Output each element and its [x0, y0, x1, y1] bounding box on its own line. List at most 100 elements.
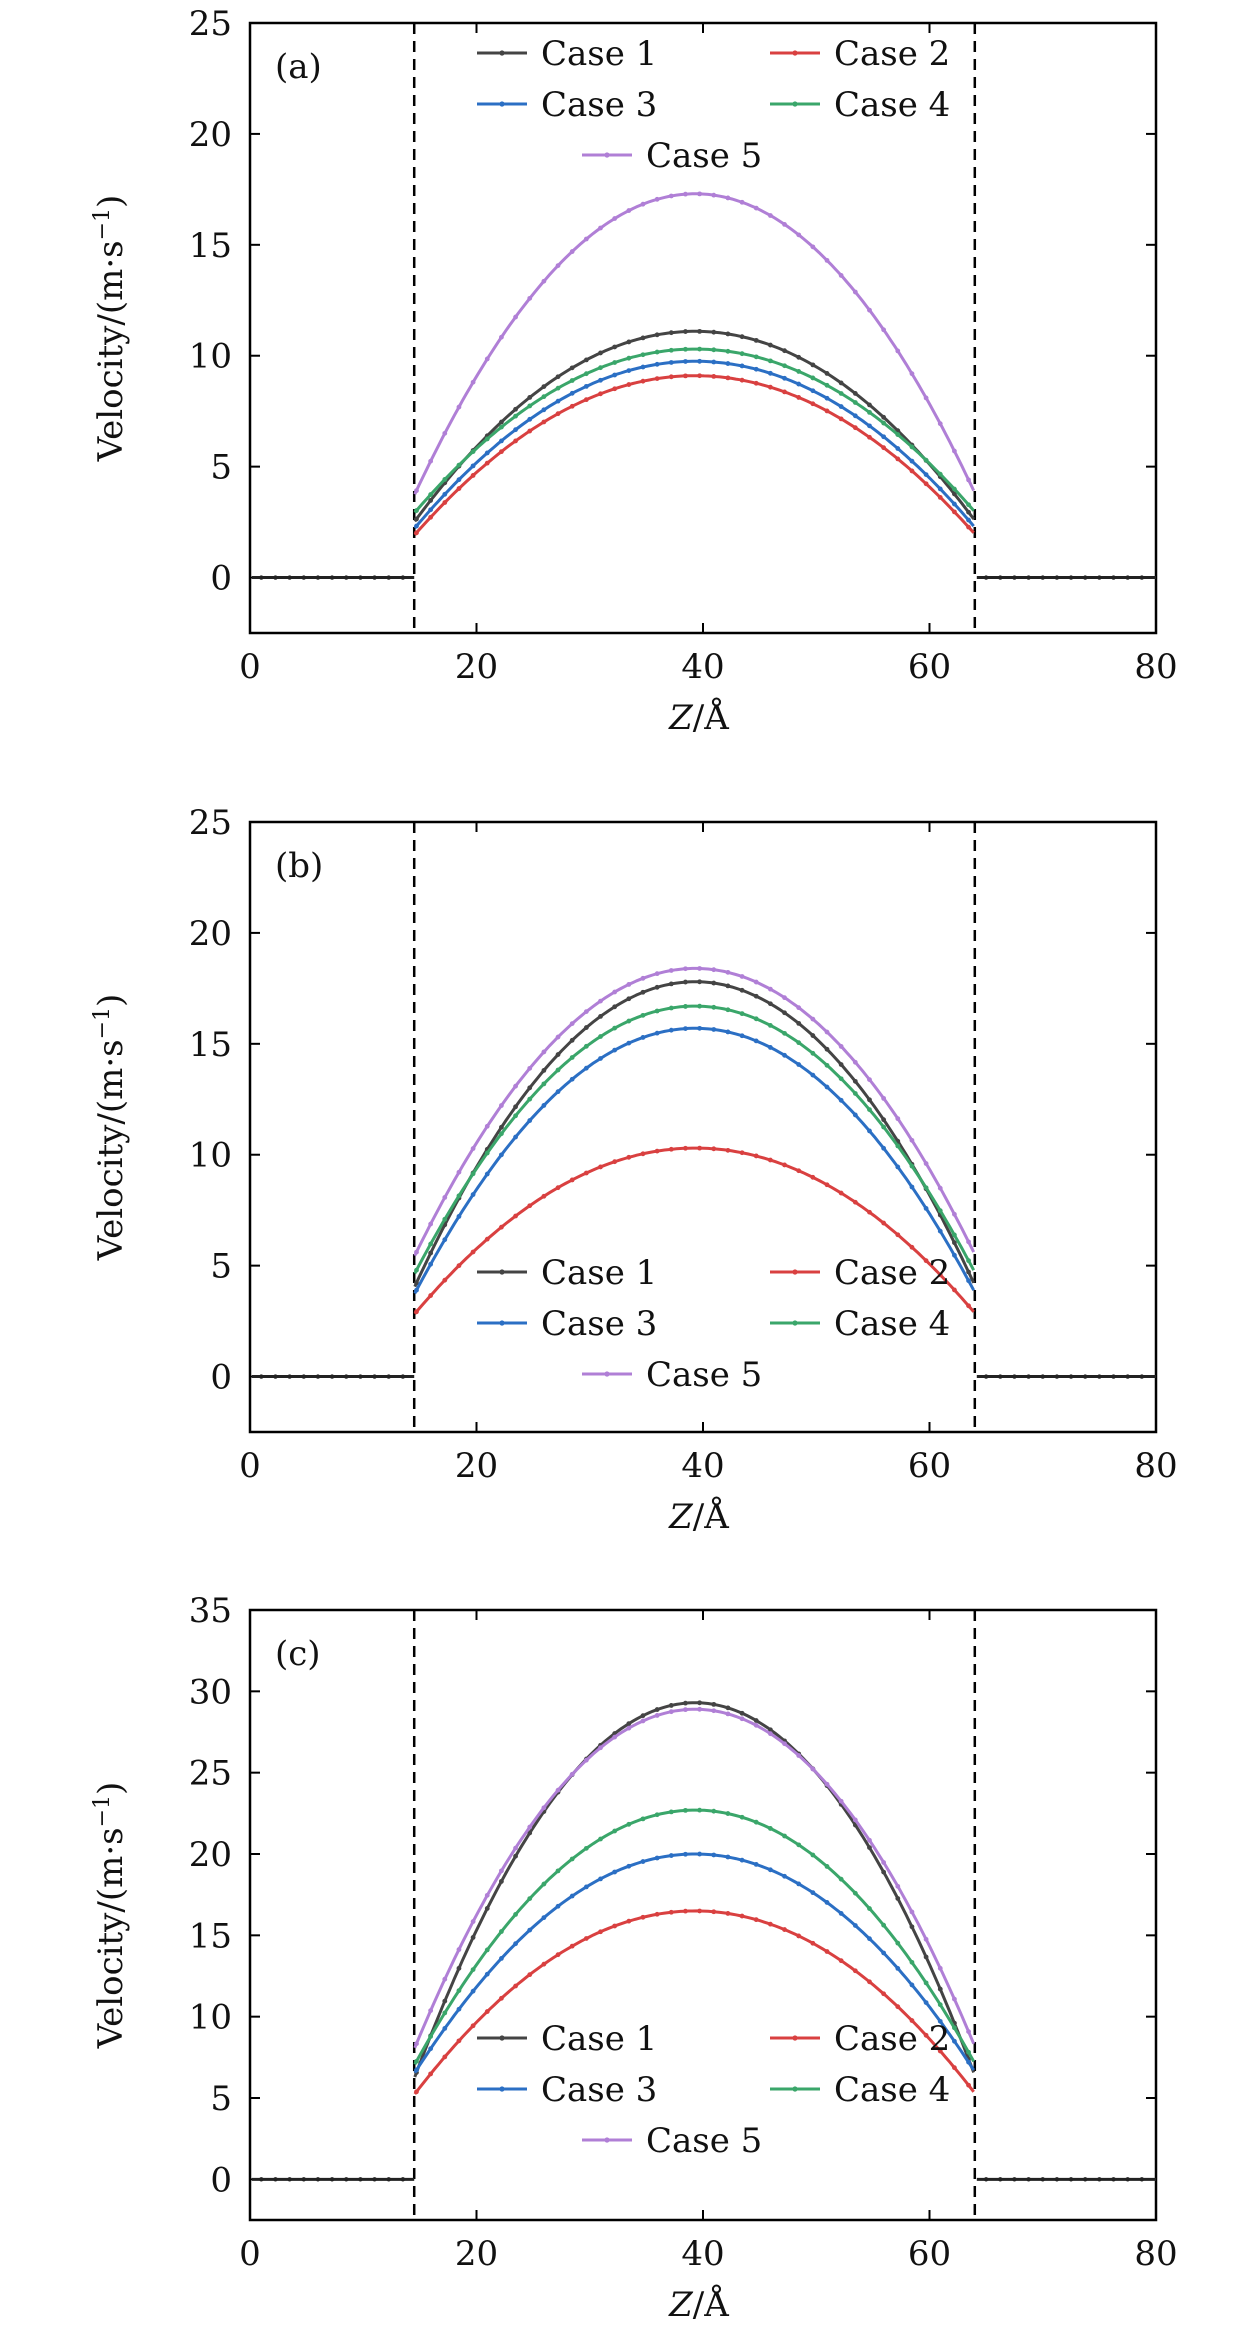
series-point-case-1	[499, 1124, 504, 1130]
zero-velocity-marker	[301, 2177, 306, 2182]
zero-velocity-marker	[1026, 2177, 1031, 2182]
series-point-case-4	[456, 1988, 462, 1993]
series-point-case-5	[428, 2008, 434, 2014]
series-point-case-4	[569, 1055, 575, 1060]
legend-marker-case-5	[604, 152, 610, 158]
x-axis-label-unit: /Å	[693, 697, 729, 738]
series-point-case-4	[414, 2058, 419, 2064]
series-point-case-3	[654, 1030, 660, 1036]
legend-marker-case-2	[792, 1269, 798, 1275]
series-point-case-2	[555, 1952, 561, 1958]
y-axis-label-text: Velocity/(m·s	[91, 1827, 131, 2049]
legend-label-case-5: Case 5	[646, 1355, 762, 1395]
series-point-case-2	[966, 2082, 971, 2088]
series-point-case-1	[654, 332, 660, 338]
series-point-case-2	[668, 1146, 674, 1152]
series-point-case-5	[640, 975, 646, 981]
series-point-case-4	[838, 1076, 844, 1082]
series-point-case-4	[895, 432, 901, 437]
series-point-case-4	[867, 1107, 872, 1113]
series-point-case-2	[711, 373, 717, 379]
series-point-case-3	[640, 364, 646, 370]
series-point-case-5	[725, 1711, 731, 1717]
series-point-case-4	[824, 382, 830, 388]
zero-velocity-marker	[386, 1374, 391, 1379]
series-point-case-5	[739, 199, 745, 205]
legend-label-case-1: Case 1	[541, 34, 657, 74]
series-point-case-4	[555, 1067, 561, 1073]
series-point-case-2	[428, 2071, 434, 2077]
series-point-case-4	[668, 1809, 674, 1815]
y-axis-label: Velocity/(m·s−1)	[90, 1782, 131, 2050]
series-point-case-5	[782, 1741, 787, 1747]
series-point-case-5	[583, 1009, 589, 1015]
series-point-case-3	[414, 1287, 419, 1293]
legend-marker-case-4	[792, 1320, 798, 1326]
series-point-case-2	[796, 395, 802, 400]
series-point-case-5	[952, 448, 957, 454]
series-point-case-3	[484, 450, 490, 456]
series-point-case-2	[923, 481, 929, 487]
zero-velocity-marker	[1111, 575, 1116, 580]
series-point-case-2	[499, 1995, 504, 2001]
series-point-case-3	[555, 1903, 561, 1909]
zero-velocity-marker	[386, 2177, 391, 2182]
series-point-case-1	[838, 1062, 844, 1067]
series-point-case-2	[598, 1164, 603, 1170]
series-point-case-5	[598, 998, 603, 1004]
series-point-case-4	[739, 1814, 745, 1820]
x-tick-label: 20	[455, 1446, 498, 1486]
series-point-case-2	[683, 1145, 688, 1151]
series-point-case-5	[810, 1016, 816, 1022]
series-point-case-5	[881, 1095, 887, 1101]
series-point-case-4	[499, 424, 504, 430]
series-point-case-1	[966, 1269, 971, 1275]
series-point-case-1	[966, 509, 971, 515]
series-point-case-4	[414, 1267, 419, 1273]
series-point-case-1	[442, 1998, 448, 2004]
series-point-case-1	[668, 1703, 674, 1708]
series-point-case-2	[626, 1918, 632, 1924]
series-point-case-1	[753, 337, 759, 343]
series-point-case-3	[852, 1923, 858, 1928]
zero-velocity-marker	[287, 575, 292, 580]
series-point-case-3	[767, 370, 773, 376]
y-tick-label: 15	[189, 226, 232, 266]
x-tick-label: 20	[455, 2234, 498, 2274]
series-point-case-5	[796, 1753, 802, 1758]
y-axis-label-text: Velocity/(m·s	[91, 1039, 131, 1261]
series-point-case-3	[838, 1097, 844, 1103]
series-point-case-4	[668, 1005, 674, 1011]
series-point-case-4	[484, 1947, 490, 1953]
series-point-case-2	[470, 2023, 476, 2029]
series-point-case-4	[513, 413, 518, 419]
series-point-case-4	[626, 1821, 632, 1827]
series-point-case-4	[640, 1012, 646, 1018]
series-point-case-2	[852, 425, 858, 431]
series-point-case-5	[626, 982, 632, 987]
series-point-case-4	[923, 457, 929, 463]
series-point-case-3	[569, 390, 575, 396]
series-point-case-2	[867, 1209, 872, 1215]
series-point-case-5	[852, 1059, 858, 1065]
series-point-case-4	[598, 1836, 603, 1842]
x-axis-label-var: Z	[668, 2285, 694, 2325]
x-axis-label-unit: /Å	[693, 1496, 729, 1537]
y-tick-label: 20	[189, 1835, 232, 1875]
series-point-case-4	[739, 351, 745, 357]
y-tick-label: 25	[189, 803, 232, 843]
series-point-case-1	[499, 1878, 504, 1884]
series-point-case-5	[598, 1745, 603, 1751]
series-point-case-1	[668, 981, 674, 987]
zero-velocity-marker	[1012, 2177, 1017, 2182]
panel-1: 0 20 40 60 80 0 5 10 15 20 25 Z/Å Velocity/(m·s−1) (a…	[90, 4, 1178, 738]
series-point-case-4	[428, 492, 434, 497]
series-point-case-3	[810, 1072, 816, 1078]
y-tick-label: 5	[210, 1247, 232, 1287]
series-point-case-5	[909, 1909, 915, 1915]
series-point-case-2	[838, 1190, 844, 1196]
series-point-case-2	[555, 411, 561, 417]
series-point-case-1	[640, 989, 646, 995]
series-point-case-5	[767, 986, 773, 992]
series-point-case-3	[952, 1252, 957, 1258]
